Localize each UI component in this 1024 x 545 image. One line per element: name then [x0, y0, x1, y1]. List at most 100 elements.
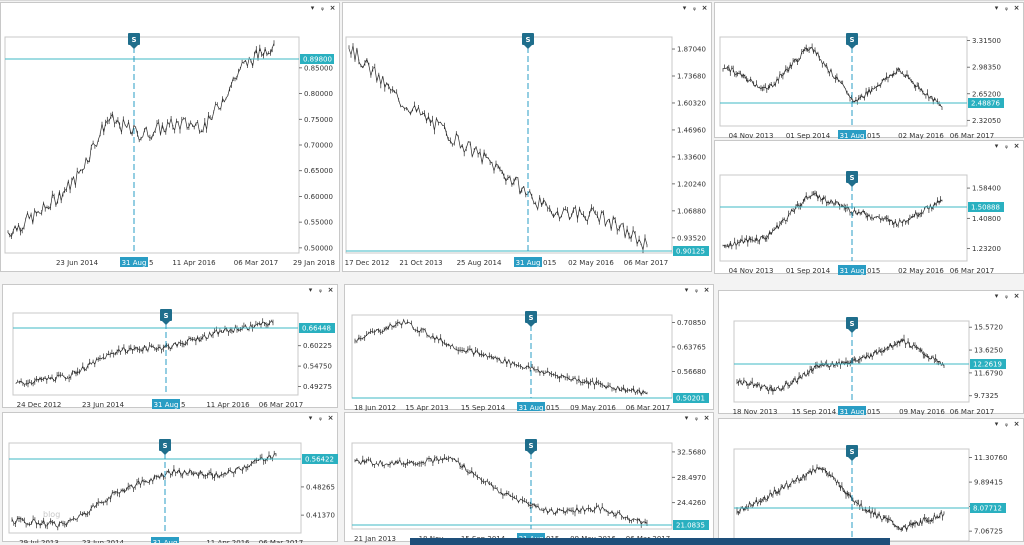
minimize-button[interactable]: ▾ [994, 4, 999, 12]
chart-window-titlebar[interactable]: ▾ ᵩ × [719, 419, 1023, 431]
y-tick-label: 1.73680 [677, 73, 706, 81]
pin-button[interactable]: ᵩ [1005, 142, 1008, 150]
current-price-badge: 12.2619 [970, 359, 1006, 369]
close-button[interactable]: × [1013, 4, 1020, 12]
plot-area[interactable] [351, 442, 673, 530]
minimize-button[interactable]: ▾ [682, 4, 687, 12]
price-chart[interactable]: S 1.58400 1.40800 1.23200 1.50888 04 Nov 2013… [715, 153, 1024, 275]
minimize-button[interactable]: ▾ [994, 420, 999, 428]
svg-text:S: S [849, 174, 854, 182]
date-marker-flag[interactable]: S [159, 439, 171, 455]
plot-area[interactable] [719, 36, 968, 127]
price-chart[interactable]: S 0.70850 0.63765 0.56680 0.50201 18 Jun 2012… [345, 297, 715, 411]
y-tick-label: 0.56680 [677, 368, 706, 376]
close-button[interactable]: × [329, 4, 336, 12]
chart-window-10[interactable]: ▾ ᵩ × S11.307609.894158.480707.067258.07712… [718, 418, 1024, 542]
close-button[interactable]: × [327, 414, 334, 422]
chart-window-titlebar[interactable]: ▾ ᵩ × [715, 141, 1023, 153]
pin-button[interactable]: ᵩ [695, 414, 698, 422]
close-button[interactable]: × [327, 286, 334, 294]
pin-button[interactable]: ᵩ [1005, 292, 1008, 300]
price-chart[interactable]: S 1.87040 1.73680 1.60320 1.46960 1.33600 1.20… [343, 15, 713, 273]
pin-button[interactable]: ᵩ [1005, 4, 1008, 12]
close-button[interactable]: × [703, 286, 710, 294]
y-tick-label: 1.33600 [677, 153, 706, 161]
y-tick-label: 24.4260 [677, 499, 706, 507]
chart-window-titlebar[interactable]: ▾ ᵩ × [345, 413, 713, 425]
chart-window-5[interactable]: ▾ ᵩ × S 0.60225 0.54750 0.49275 0.66448 24 Dec 2… [2, 284, 339, 409]
chart-window-7[interactable]: ▾ ᵩ × S 15.5720 13.6250 11.6790 9.7325 12.2619 18… [718, 290, 1024, 415]
price-chart[interactable]: S 15.5720 13.6250 11.6790 9.7325 12.2619 18 No… [719, 303, 1024, 415]
pin-button[interactable]: ᵩ [319, 414, 322, 422]
date-marker-flag[interactable]: S [160, 309, 172, 325]
date-marker-flag[interactable]: S [846, 317, 858, 333]
pin-button[interactable]: ᵩ [695, 286, 698, 294]
current-price-badge: 1.50888 [968, 202, 1004, 212]
plot-area[interactable] [12, 312, 299, 396]
minimize-button[interactable]: ▾ [310, 4, 315, 12]
pin-button[interactable]: ᵩ [321, 4, 324, 12]
pin-button[interactable]: ᵩ [1005, 420, 1008, 428]
price-series [7, 40, 275, 239]
close-button[interactable]: × [1013, 292, 1020, 300]
y-tick-label: 0.75000 [304, 116, 333, 124]
plot-area[interactable] [719, 174, 968, 262]
chart-window-titlebar[interactable]: ▾ ᵩ × [3, 285, 337, 297]
date-marker-flag[interactable]: S [846, 33, 858, 49]
chart-window-titlebar[interactable]: ▾ ᵩ × [1, 3, 339, 15]
date-marker-flag[interactable]: S [525, 439, 537, 455]
price-series [11, 450, 277, 531]
x-tick-label: 02 May 2016 [898, 267, 944, 275]
svg-text:S: S [162, 442, 167, 450]
minimize-button[interactable]: ▾ [994, 292, 999, 300]
y-tick-label: 0.60225 [303, 342, 332, 350]
chart-window-4[interactable]: ▾ ᵩ × S 1.58400 1.40800 1.23200 1.50888 04 Nov 2… [714, 140, 1024, 275]
pin-button[interactable]: ᵩ [693, 4, 696, 12]
plot-area[interactable] [345, 36, 673, 254]
chart-window-titlebar[interactable]: ▾ ᵩ × [715, 3, 1023, 15]
svg-text:31 Aug: 31 Aug [519, 404, 544, 411]
close-button[interactable]: × [703, 414, 710, 422]
chart-window-titlebar[interactable]: ▾ ᵩ × [343, 3, 711, 15]
chart-window-1[interactable]: ▾ ᵩ × S 0.85000 0.80000 0.75000 0.70000 0.65000 0… [0, 2, 340, 272]
price-chart[interactable]: S 0.60225 0.54750 0.49275 0.66448 24 Dec 2012… [3, 297, 339, 409]
chart-window-9[interactable]: ▾ ᵩ × S 32.5680 28.4970 24.4260 21.0835 21 Jan 2… [344, 412, 715, 543]
chart-window-2[interactable]: ▾ ᵩ × S 1.87040 1.73680 1.60320 1.46960 1.33600 1… [342, 2, 712, 272]
date-marker-flag[interactable]: S [522, 33, 534, 49]
price-series [348, 43, 648, 254]
y-tick-label: 2.32050 [972, 117, 1001, 125]
minimize-button[interactable]: ▾ [994, 142, 999, 150]
pin-button[interactable]: ᵩ [319, 286, 322, 294]
chart-window-titlebar[interactable]: ▾ ᵩ × [345, 285, 713, 297]
y-tick-label: 28.4970 [677, 474, 706, 482]
minimize-button[interactable]: ▾ [684, 414, 689, 422]
date-marker-flag[interactable]: S [128, 33, 140, 49]
close-button[interactable]: × [1013, 142, 1020, 150]
plot-area[interactable] [4, 36, 300, 254]
taskbar-strip [410, 538, 890, 545]
price-chart[interactable]: S11.307609.894158.480707.067258.0771218 … [719, 431, 1024, 543]
chart-window-3[interactable]: ▾ ᵩ × S 3.31500 2.98350 2.65200 2.32050 2.48876 0… [714, 2, 1024, 139]
date-marker-flag[interactable]: S [525, 311, 537, 327]
price-chart[interactable]: S 3.31500 2.98350 2.65200 2.32050 2.48876 04 N… [715, 15, 1024, 139]
y-tick-label: 3.31500 [972, 37, 1001, 45]
minimize-button[interactable]: ▾ [308, 286, 313, 294]
price-chart[interactable]: S 0.48265 0.41370 0.56422 29 Jul 2013 23 Jun … [3, 425, 339, 543]
minimize-button[interactable]: ▾ [308, 414, 313, 422]
date-marker-flag[interactable]: S [846, 171, 858, 187]
chart-window-titlebar[interactable]: ▾ ᵩ × [719, 291, 1023, 303]
close-button[interactable]: × [1013, 420, 1020, 428]
close-button[interactable]: × [701, 4, 708, 12]
chart-window-titlebar[interactable]: ▾ ᵩ × [3, 413, 337, 425]
price-series [15, 318, 274, 388]
chart-window-8[interactable]: ▾ ᵩ × S 0.48265 0.41370 0.56422 29 Jul 2013 23 J… [2, 412, 339, 543]
y-tick-label: 2.98350 [972, 64, 1001, 72]
chart-window-6[interactable]: ▾ ᵩ × S 0.70850 0.63765 0.56680 0.50201 18 Jun 2… [344, 284, 715, 411]
price-chart[interactable]: S 0.85000 0.80000 0.75000 0.70000 0.65000 0.60… [1, 15, 341, 273]
y-tick-label: 11.6790 [974, 369, 1003, 377]
plot-area[interactable] [351, 314, 673, 399]
date-marker-flag[interactable]: S [846, 445, 858, 461]
price-chart[interactable]: S 32.5680 28.4970 24.4260 21.0835 21 Jan 2013… [345, 425, 715, 543]
plot-area[interactable] [8, 442, 302, 534]
minimize-button[interactable]: ▾ [684, 286, 689, 294]
